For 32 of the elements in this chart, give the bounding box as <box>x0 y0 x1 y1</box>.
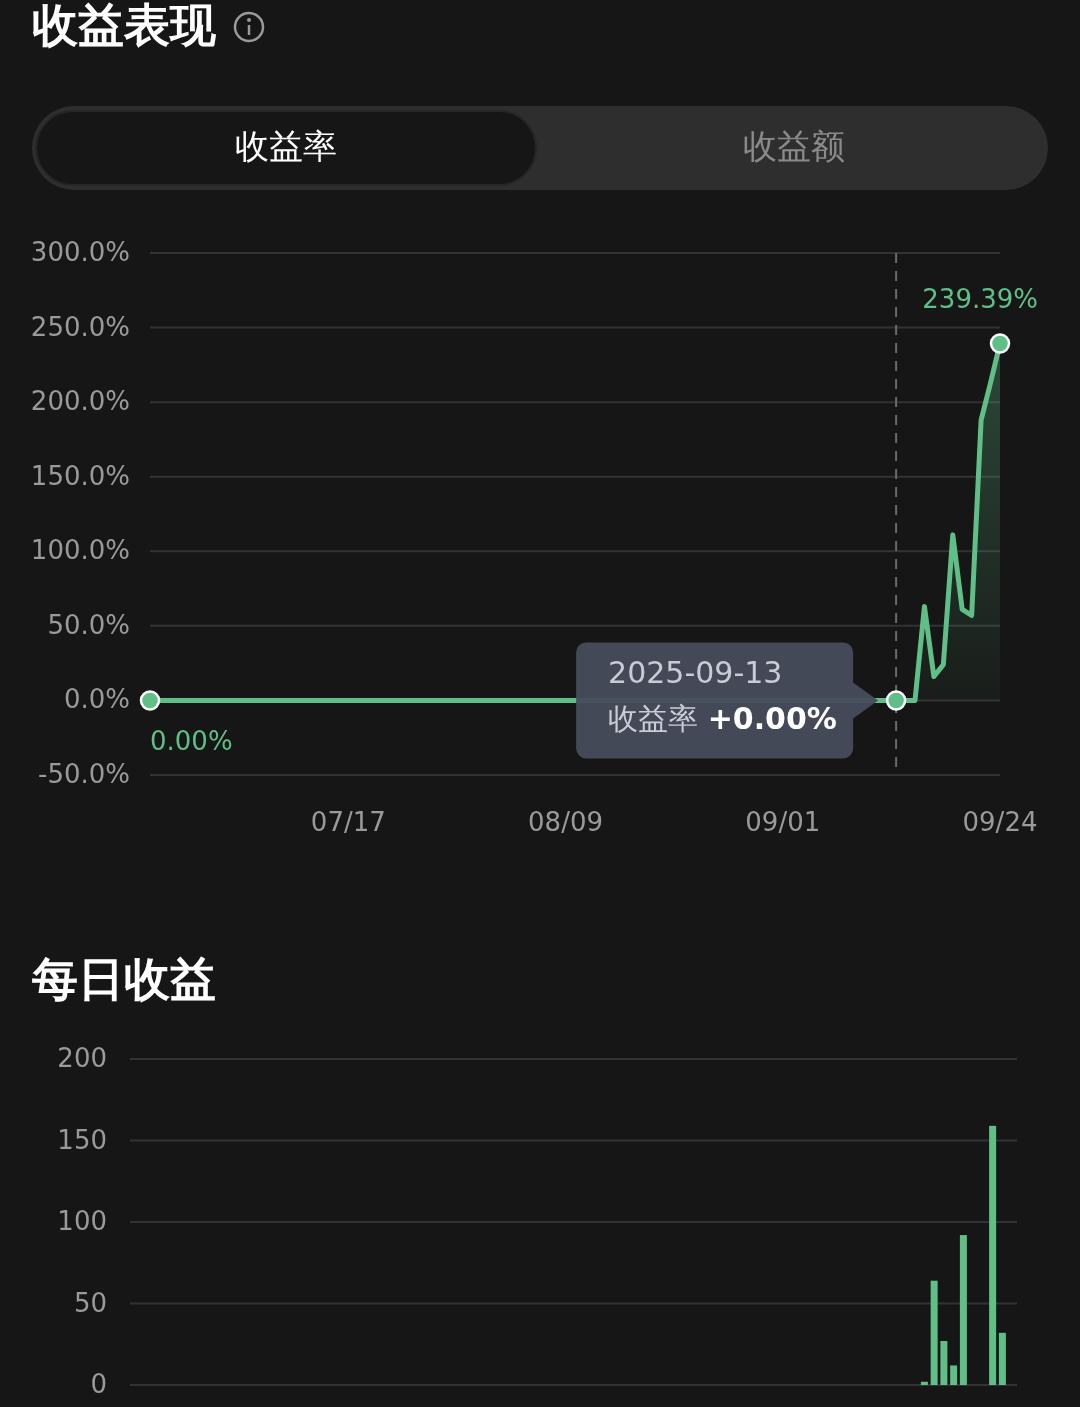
annotation: 0.00% <box>150 725 233 756</box>
y-tick-label: 50.0% <box>47 609 130 640</box>
x-tick-label: 08/09 <box>528 806 604 837</box>
y-tick-label: -50.0% <box>38 758 130 789</box>
y-tick-label: 100 <box>57 1205 107 1236</box>
bar <box>989 1125 997 1385</box>
bar <box>920 1381 928 1385</box>
chart-title: 每日收益 <box>31 951 216 1006</box>
text: 收益额 <box>743 125 845 166</box>
y-tick-label: 150 <box>57 1124 107 1154</box>
chart-title: 收益表现 <box>32 0 217 52</box>
x-tick-label: 09/01 <box>745 806 821 837</box>
y-tick-label: 100.0% <box>30 534 130 565</box>
y-tick-label: 0.0% <box>63 683 130 714</box>
bar <box>959 1235 967 1385</box>
bar <box>950 1365 958 1385</box>
y-tick-label: 250.0% <box>30 311 130 342</box>
annotation: 239.39% <box>922 283 1038 314</box>
annotation: 2025-09-13 <box>608 654 783 690</box>
x-tick-label: 09/24 <box>962 806 1038 837</box>
x-tick-label: 07/17 <box>310 806 386 837</box>
text: 收益率 <box>235 125 337 166</box>
bar <box>998 1332 1006 1385</box>
y-tick-label: 200 <box>57 1042 107 1073</box>
bar <box>940 1340 948 1385</box>
y-tick-label: 150.0% <box>30 460 130 491</box>
y-tick-label: 50 <box>73 1287 107 1317</box>
y-tick-label: 200.0% <box>30 385 130 416</box>
bar <box>930 1280 938 1385</box>
y-tick-label: 0 <box>90 1368 107 1399</box>
y-tick-label: 300.0% <box>30 236 130 267</box>
annotation: 收益率 +0.00% <box>608 700 837 736</box>
